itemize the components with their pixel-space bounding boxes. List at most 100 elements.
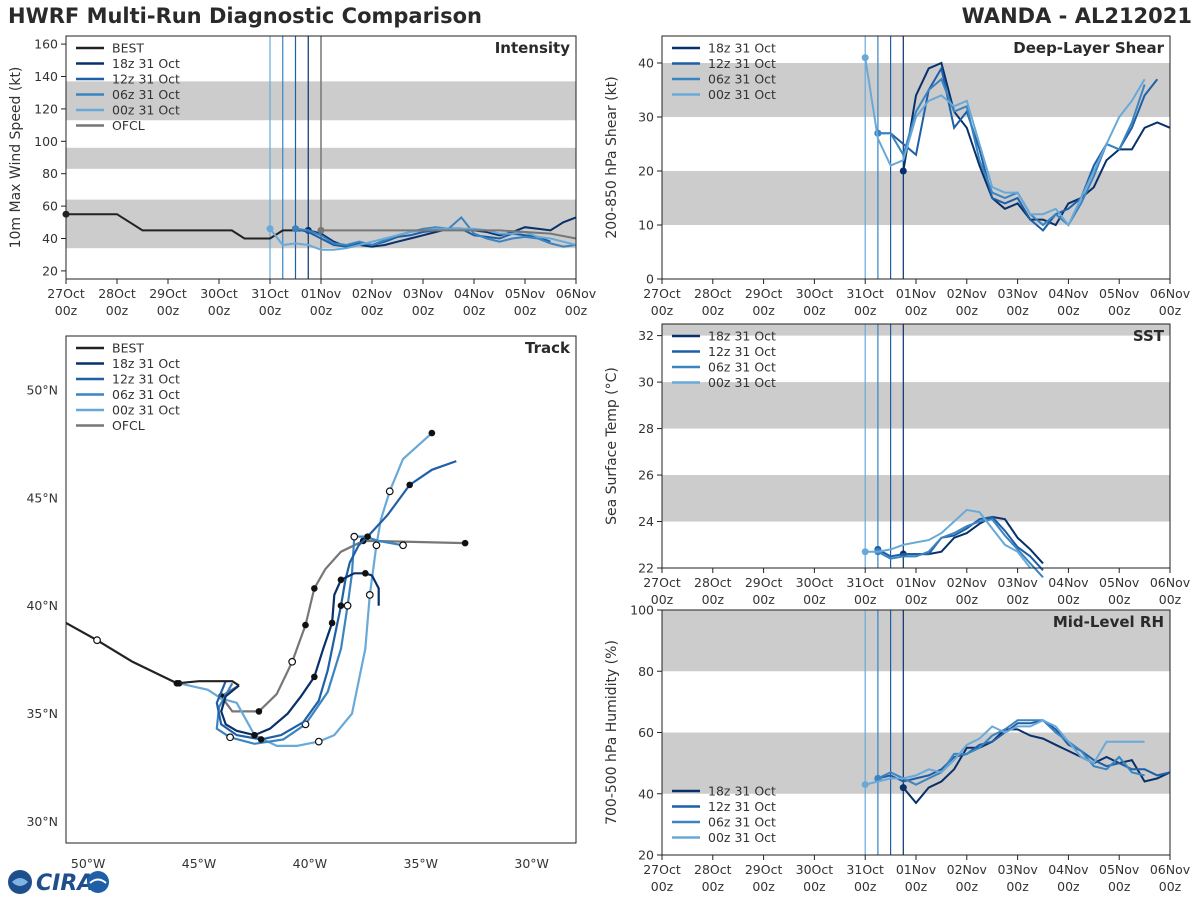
panel-rh: 20 40 60 80 100 27Oct 00z 28Oct 00z 29Oct 00z 30Oct… — [604, 603, 1191, 895]
x-tick-label: 05Nov 00z — [1099, 862, 1140, 894]
x-tick-label: 03Nov 00z — [997, 862, 1038, 894]
track-open-marker — [385, 487, 394, 496]
legend-label-18z-31-oct: 18z 31 Oct — [708, 41, 776, 56]
x-tick-label: 06Nov 00z — [1150, 862, 1191, 894]
y-tick-label: 24 — [638, 514, 654, 529]
x-tick-label: 03Nov 00z — [997, 575, 1038, 607]
x-tick-label: 06Nov 00z — [556, 286, 597, 318]
track-filled-marker — [311, 585, 318, 592]
panel-title: Track — [525, 339, 571, 357]
x-tick-label: 28Oct 00z — [694, 575, 732, 607]
band-0 — [662, 171, 1170, 225]
legend-label-best: BEST — [112, 341, 144, 356]
lon-label: 50°W — [71, 856, 106, 871]
panel-sst: 22 24 26 28 30 32 27Oct 00z 28Oct 00z 29Oct 00z 30Oc… — [604, 323, 1191, 607]
x-tick-label: 27Oct 00z — [643, 286, 681, 318]
y-tick-label: 100 — [630, 603, 654, 618]
lat-label: 30°N — [26, 814, 58, 829]
panel-shear: 0 10 20 30 40 27Oct 00z 28Oct 00z 29Oct 00z 30Oct 00… — [604, 35, 1191, 318]
panel-title: Intensity — [495, 39, 571, 57]
track-ofcl — [219, 539, 466, 713]
legend-label-00z-31-oct: 00z 31 Oct — [112, 103, 180, 118]
y-tick-label: 60 — [638, 725, 654, 740]
x-tick-label: 04Nov 00z — [454, 286, 495, 318]
init-point-18z-31-oct — [899, 784, 907, 792]
legend-label-12z-31-oct: 12z 31 Oct — [708, 799, 776, 814]
init-point-00z-31-oct — [861, 548, 869, 556]
track-filled-marker — [362, 570, 369, 577]
track-filled-marker — [302, 621, 309, 629]
partner-logo-icon — [87, 871, 109, 893]
x-tick-label: 03Nov 00z — [997, 286, 1038, 318]
y-tick-label: 32 — [638, 328, 654, 343]
y-axis-label: 700-500 hPa Humidity (%) — [604, 640, 620, 825]
legend-label-06z-31-oct: 06z 31 Oct — [112, 87, 180, 102]
x-tick-label: 05Nov 00z — [1099, 575, 1140, 607]
y-tick-label: 20 — [42, 263, 58, 278]
legend-label-ofcl: OFCL — [112, 418, 145, 433]
x-tick-label: 01Nov 00z — [301, 286, 342, 318]
figure-title: HWRF Multi-Run Diagnostic Comparison — [8, 4, 483, 28]
init-point-00z-31-oct — [861, 54, 869, 62]
track-open-marker — [93, 636, 101, 645]
track-filled-marker — [428, 429, 436, 437]
series-00z-31-oct — [864, 57, 1146, 227]
y-tick-label: 140 — [34, 69, 58, 84]
track-filled-marker — [337, 576, 345, 584]
y-tick-label: 20 — [638, 848, 654, 863]
x-tick-label: 29Oct 00z — [745, 286, 783, 318]
y-axis-label: 10m Max Wind Speed (kt) — [8, 67, 24, 249]
track-filled-marker — [406, 481, 413, 489]
legend-label-00z-31-oct: 00z 31 Oct — [112, 403, 180, 418]
y-tick-label: 0 — [646, 272, 654, 287]
panel-title: Mid-Level RH — [1053, 613, 1164, 631]
init-point-00z-31-oct — [266, 225, 274, 233]
panel-title: Deep-Layer Shear — [1013, 39, 1164, 57]
y-tick-label: 28 — [638, 421, 654, 436]
track-filled-marker — [257, 736, 265, 743]
x-tick-label: 28Oct 00z — [98, 286, 136, 318]
cira-logo: CIRA — [8, 870, 109, 896]
legend-label-ofcl: OFCL — [112, 118, 145, 133]
y-tick-label: 22 — [638, 561, 654, 576]
legend-label-18z-31-oct: 18z 31 Oct — [708, 329, 776, 344]
y-tick-label: 30 — [638, 110, 654, 125]
x-tick-label: 29Oct 00z — [745, 575, 783, 607]
y-tick-label: 100 — [34, 134, 58, 149]
x-tick-label: 01Nov 00z — [896, 286, 937, 318]
series-00z-31-oct — [864, 719, 1145, 786]
panel-track: 30°N 35°N 40°N 45°N 50°N 50°W 45°W 40°W 35°W 30°W… — [26, 335, 577, 871]
track-00z-31-oct — [178, 432, 433, 748]
track-12z-31-oct — [215, 460, 457, 741]
track-filled-marker — [337, 602, 345, 609]
series-12z-31-oct — [877, 719, 1171, 783]
lat-label: 40°N — [26, 598, 58, 613]
cira-swirl-icon — [12, 878, 28, 886]
y-tick-label: 80 — [42, 166, 58, 181]
x-tick-label: 05Nov 00z — [1099, 286, 1140, 318]
series-12z-31-oct — [295, 227, 551, 248]
y-tick-label: 160 — [34, 37, 58, 52]
x-tick-label: 27Oct 00z — [47, 286, 85, 318]
y-tick-label: 40 — [638, 786, 654, 801]
y-tick-label: 30 — [638, 375, 654, 390]
legend-label-12z-31-oct: 12z 31 Oct — [112, 372, 180, 387]
legend-label-06z-31-oct: 06z 31 Oct — [112, 387, 180, 402]
x-tick-label: 06Nov 00z — [1150, 286, 1191, 318]
storm-title: WANDA - AL212021 — [961, 4, 1192, 28]
y-axis-label: Sea Surface Temp (°C) — [604, 367, 620, 525]
x-tick-label: 27Oct 00z — [643, 575, 681, 607]
panel-title: SST — [1133, 327, 1165, 345]
x-tick-label: 29Oct 00z — [745, 862, 783, 894]
x-tick-label: 31Oct 00z — [251, 286, 289, 318]
legend-label-18z-31-oct: 18z 31 Oct — [112, 56, 180, 71]
track-open-marker — [288, 657, 297, 666]
track-filled-marker — [364, 533, 371, 540]
x-tick-label: 05Nov 00z — [505, 286, 546, 318]
legend-label-06z-31-oct: 06z 31 Oct — [708, 360, 776, 375]
lat-label: 35°N — [26, 706, 58, 721]
legend-label-18z-31-oct: 18z 31 Oct — [112, 356, 180, 371]
y-tick-label: 40 — [42, 231, 58, 246]
series-06z-31-oct — [877, 719, 1145, 786]
x-tick-label: 01Nov 00z — [896, 862, 937, 894]
